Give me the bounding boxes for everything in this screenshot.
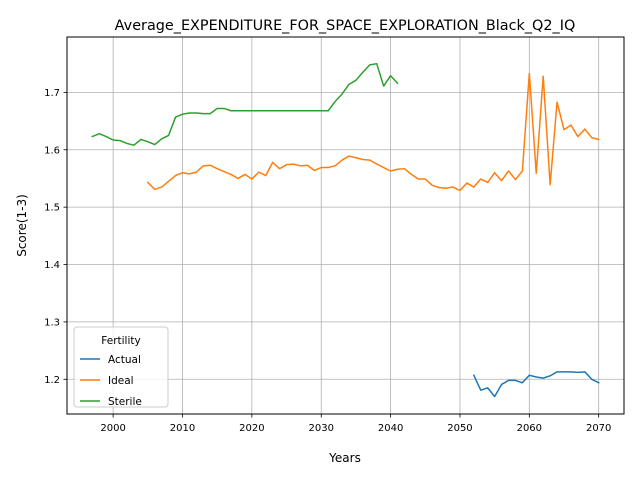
y-axis-label: Score(1-3) bbox=[15, 194, 29, 257]
y-tick-label: 1.5 bbox=[44, 203, 60, 214]
plot-frame bbox=[66, 36, 625, 415]
legend-title: Fertility bbox=[101, 335, 140, 347]
legend: Fertility Actual Ideal Sterile bbox=[73, 326, 169, 408]
x-tick-label: 2040 bbox=[378, 423, 403, 434]
series-line-ideal bbox=[146, 72, 600, 192]
x-tick-label: 2060 bbox=[517, 423, 542, 434]
axis-ticks: 2000 2010 2020 2030 2040 2050 2060 2070 1.2 1.3 1.… bbox=[44, 88, 611, 434]
x-tick-label: 2050 bbox=[447, 423, 472, 434]
x-tick-label: 2030 bbox=[308, 423, 333, 434]
legend-box bbox=[73, 326, 169, 408]
y-tick-label: 1.4 bbox=[44, 260, 60, 271]
series-lines bbox=[91, 62, 600, 398]
legend-label-sterile: Sterile bbox=[108, 396, 142, 408]
x-tick-label: 2020 bbox=[239, 423, 264, 434]
y-tick-label: 1.7 bbox=[44, 88, 60, 99]
x-tick-label: 2000 bbox=[100, 423, 125, 434]
x-axis-label: Years bbox=[328, 451, 361, 465]
y-tick-label: 1.2 bbox=[44, 375, 60, 386]
x-tick-label: 2010 bbox=[170, 423, 195, 434]
x-tick-label: 2070 bbox=[586, 423, 611, 434]
series-line-actual bbox=[472, 371, 600, 398]
y-tick-label: 1.6 bbox=[44, 145, 60, 156]
series-line-sterile bbox=[91, 62, 399, 146]
legend-label-ideal: Ideal bbox=[108, 375, 134, 387]
y-tick-label: 1.3 bbox=[44, 318, 60, 329]
legend-label-actual: Actual bbox=[108, 354, 141, 366]
chart-title: Average_EXPENDITURE_FOR_SPACE_EXPLORATIO… bbox=[115, 18, 576, 34]
